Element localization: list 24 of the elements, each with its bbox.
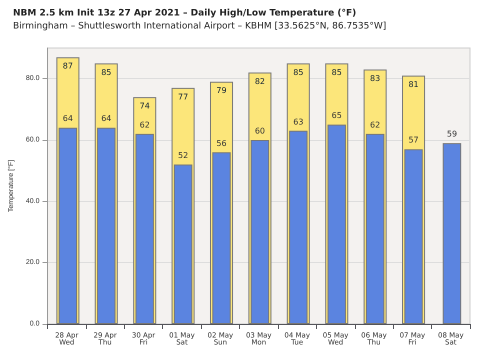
data-label: 82 bbox=[254, 77, 266, 86]
data-label: 74 bbox=[140, 102, 150, 111]
data-label: 56 bbox=[216, 138, 227, 148]
data-label: 77 bbox=[178, 92, 188, 102]
bar bbox=[442, 143, 462, 324]
data-label: 81 bbox=[408, 80, 419, 90]
data-label: 64 bbox=[101, 114, 112, 124]
data-label: 52 bbox=[178, 151, 188, 160]
data-label: 63 bbox=[293, 117, 304, 126]
data-label: 57 bbox=[408, 136, 419, 145]
data-label: 62 bbox=[370, 120, 380, 130]
chart-title: NBM 2.5 km Init 13z 27 Apr 2021 – Daily High/Low Temperature (°F) bbox=[13, 8, 356, 18]
data-label: 83 bbox=[370, 74, 380, 83]
data-label: 85 bbox=[293, 68, 304, 77]
data-label: 65 bbox=[332, 111, 342, 120]
chart-subtitle: Birmingham – Shuttlesworth International Airport – KBHM [33.5625°N, 86.7535°W] bbox=[13, 22, 386, 32]
data-label: 62 bbox=[140, 120, 150, 130]
data-label: 85 bbox=[101, 68, 112, 77]
data-label: 60 bbox=[254, 126, 266, 136]
data-label: 59 bbox=[446, 130, 458, 139]
data-label: 87 bbox=[62, 62, 73, 71]
data-label: 64 bbox=[62, 114, 73, 124]
data-label: 85 bbox=[332, 68, 342, 77]
data-label: 79 bbox=[216, 86, 227, 96]
